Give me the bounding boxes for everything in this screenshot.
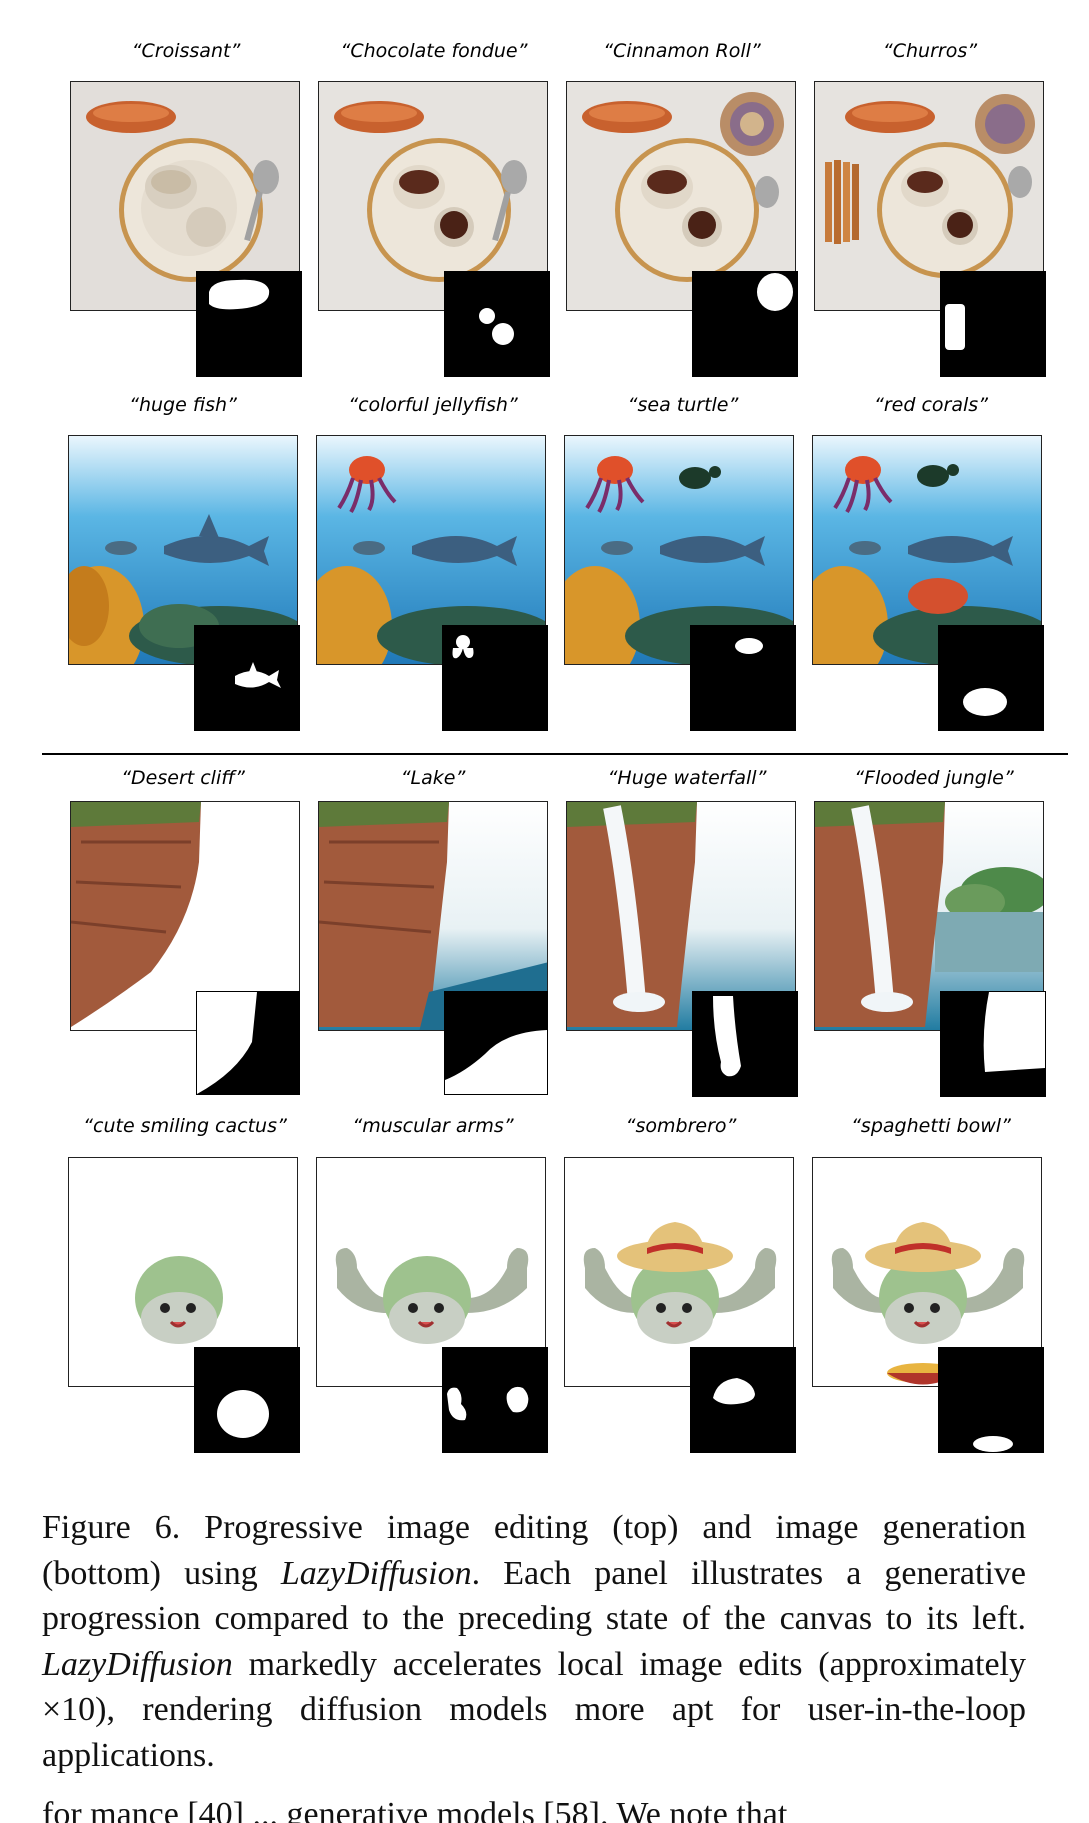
caption-colorful-jellyfish: “colorful jellyfish” — [348, 394, 518, 416]
cliff-mask-2 — [444, 991, 548, 1095]
caption-red-corals: “red corals” — [874, 394, 988, 416]
caption-chocolate-fondue: “Chocolate fondue” — [340, 40, 528, 62]
caption-muscular-arms: “muscular arms” — [352, 1115, 514, 1137]
caption-desert-cliff: “Desert cliff” — [121, 767, 245, 789]
sea-mask-4 — [938, 625, 1044, 731]
caption-text-1: Progressive image editing (top) and imag… — [42, 1509, 1026, 1592]
cliff-mask-1 — [196, 991, 300, 1095]
sea-mask-2 — [442, 625, 548, 731]
trailing-body-text: for mance [40] ... generative models [58… — [42, 1796, 788, 1823]
cliff-mask-3 — [692, 991, 798, 1097]
caption-huge-waterfall: “Huge waterfall” — [607, 767, 767, 789]
cliff-mask-4 — [940, 991, 1046, 1097]
caption-text-2: . Each panel illustrates a generative pr… — [42, 1554, 1026, 1638]
caption-sea-turtle: “sea turtle” — [627, 394, 739, 416]
food-panel-2 — [318, 81, 548, 311]
caption-churros: “Churros” — [882, 40, 978, 62]
section-divider — [42, 753, 1068, 755]
caption-sombrero: “sombrero” — [625, 1115, 737, 1137]
caption-lake: “Lake” — [400, 767, 466, 789]
caption-flooded-jungle: “Flooded jungle” — [854, 767, 1014, 789]
method-name-2: LazyDiffusion — [42, 1645, 233, 1683]
sea-mask-1 — [194, 625, 300, 731]
food-mask-2 — [444, 271, 550, 377]
caption-huge-fish: “huge fish” — [129, 394, 237, 416]
cliff-panel-1 — [70, 801, 300, 1031]
sea-mask-3 — [690, 625, 796, 731]
food-panel-4 — [814, 81, 1044, 311]
cactus-mask-2 — [442, 1347, 548, 1453]
cactus-mask-3 — [690, 1347, 796, 1453]
food-mask-1 — [196, 271, 302, 377]
sea-panel-3 — [564, 435, 794, 665]
figure-label: Figure 6. — [42, 1509, 181, 1546]
food-mask-3 — [692, 271, 798, 377]
method-name-1: LazyDiffusion — [280, 1554, 472, 1592]
caption-text-3: markedly accelerates local image edits (… — [42, 1645, 1026, 1774]
caption-croissant: “Croissant” — [131, 40, 241, 62]
caption-cinnamon-roll: “Cinnamon Roll” — [603, 40, 761, 62]
cactus-mask-4 — [938, 1347, 1044, 1453]
caption-spaghetti-bowl: “spaghetti bowl” — [851, 1115, 1011, 1137]
caption-cute-smiling-cactus: “cute smiling cactus” — [83, 1115, 287, 1137]
cactus-mask-1 — [194, 1347, 300, 1453]
cactus-panel-1 — [68, 1157, 298, 1387]
figure-caption: Figure 6. Progressive image editing (top… — [42, 1505, 1026, 1778]
food-mask-4 — [940, 271, 1046, 377]
